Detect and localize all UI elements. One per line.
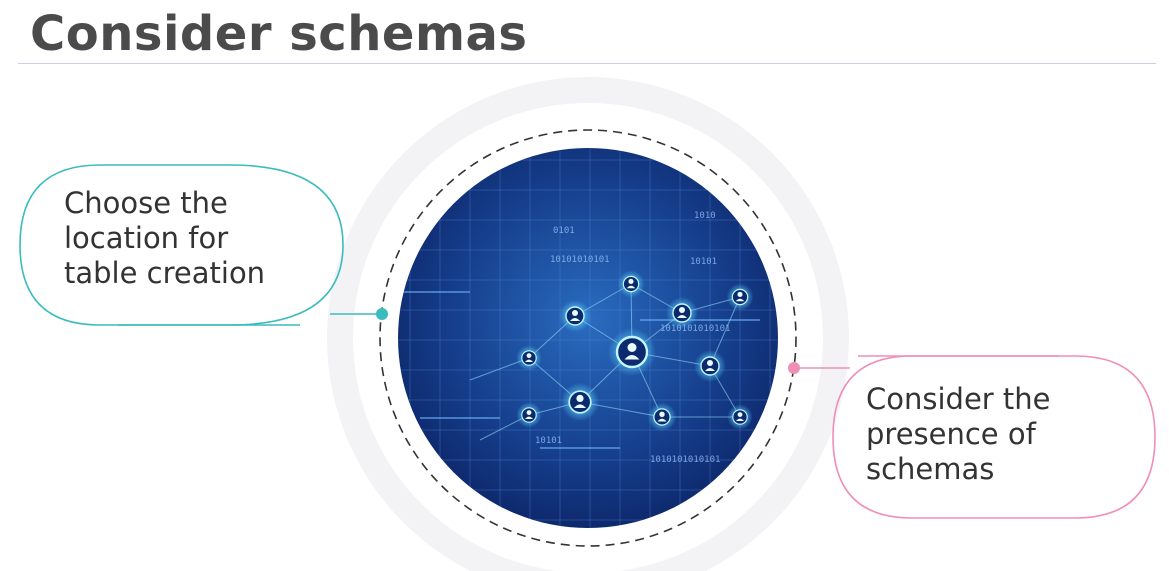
person-icon [559, 300, 591, 332]
binary-label: 10101010101 [550, 255, 610, 265]
callout-left-shape [19, 164, 388, 326]
callout-right-text: Consider the presence of schemas [866, 382, 1051, 487]
callout-right-line: Consider the [866, 382, 1051, 416]
binary-label: 1010101010101 [660, 324, 730, 334]
person-icon [560, 382, 600, 422]
person-icon [617, 270, 645, 298]
outer-halo-ring [327, 77, 849, 571]
callout-right-line: schemas [866, 452, 995, 486]
callout-left-text: Choose the location for table creation [64, 186, 265, 291]
callout-right-line: presence of [866, 417, 1036, 451]
person-icon [608, 328, 656, 376]
person-icon [666, 297, 698, 329]
callout-left-dot [376, 308, 388, 320]
binary-label: 10101 [535, 436, 562, 446]
callout-right-dot [788, 362, 800, 374]
binary-labels: 1010 0101 10101010101 10101 101010101010… [535, 211, 730, 465]
callout-right-shape [788, 355, 1156, 519]
callout-left-line: table creation [64, 256, 266, 290]
binary-label: 10101 [690, 257, 717, 267]
person-icon [726, 283, 754, 311]
binary-label: 1010 [694, 211, 716, 221]
person-icon [647, 402, 677, 432]
light-streaks [400, 291, 760, 449]
person-icon [516, 345, 542, 371]
title-divider [18, 63, 1156, 64]
callout-left-line: Choose the [64, 186, 228, 220]
binary-label: 0101 [553, 226, 575, 236]
person-icon [694, 350, 726, 382]
person-icon [516, 402, 542, 428]
person-icon [727, 404, 753, 430]
person-nodes [516, 270, 754, 432]
callout-left-line: location for [64, 221, 229, 255]
binary-label: 1010101010101 [650, 455, 720, 465]
slide-title: Consider schemas [30, 6, 528, 62]
